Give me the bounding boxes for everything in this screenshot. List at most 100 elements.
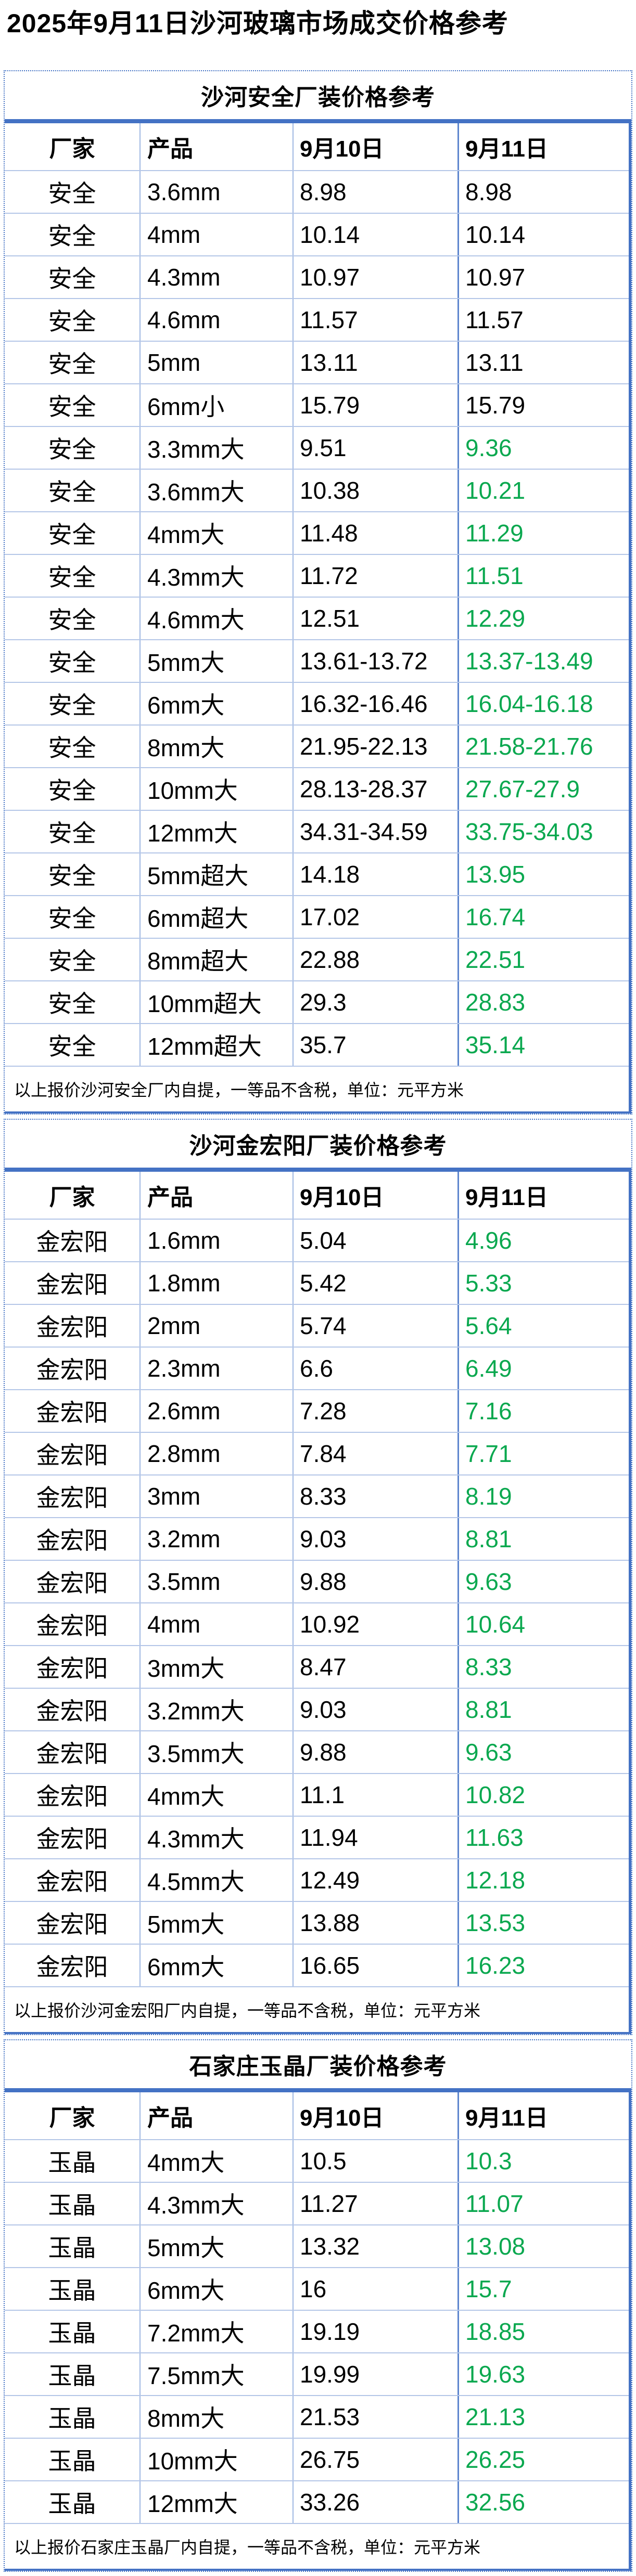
cell-price-0910: 8.33 (294, 1475, 459, 1517)
cell-price-0911: 16.23 (465, 1951, 526, 1979)
cell-product: 3.6mm (141, 171, 294, 213)
cell-price-0910: 11.72 (294, 554, 459, 597)
cell-price-0911: 16.74 (465, 903, 526, 930)
cell-product: 3.2mm大 (141, 1688, 294, 1730)
cell-product: 1.6mm (141, 1219, 294, 1261)
table-row: 安全 3.6mm大 10.38 10.21 (5, 468, 629, 511)
cell-price-0910: 10.5 (294, 2140, 459, 2182)
table-row: 安全 5mm超大 14.18 13.95 (5, 852, 629, 895)
table-row: 安全 5mm大 13.61-13.72 13.37-13.49 (5, 639, 629, 682)
cell-price-0911: 15.79 (465, 391, 526, 419)
table-row: 金宏阳 5mm大 13.88 13.53 (5, 1900, 629, 1944)
cell-price-0910: 16.65 (294, 1944, 459, 1986)
cell-product: 12mm大 (141, 810, 294, 852)
table-row: 金宏阳 3mm 8.33 8.19 (5, 1474, 629, 1517)
cell-product: 4mm大 (141, 512, 294, 554)
cell-price-0910: 13.88 (294, 1901, 459, 1944)
cell-price-0911: 5.64 (465, 1312, 512, 1339)
cell-price-0910: 11.94 (294, 1816, 459, 1858)
cell-price-0910: 13.32 (294, 2225, 459, 2267)
cell-price-0910: 13.61-13.72 (294, 640, 459, 682)
cell-product: 2.6mm (141, 1390, 294, 1432)
table-note: 以上报价沙河安全厂内自提，一等品不含税，单位：元平方米 (5, 1065, 629, 1111)
cell-price-0911: 9.36 (465, 434, 512, 461)
cell-product: 4.6mm (141, 299, 294, 341)
cell-product: 12mm超大 (141, 1024, 294, 1066)
cell-product: 3.5mm大 (141, 1731, 294, 1773)
cell-price-0910: 11.1 (294, 1774, 459, 1816)
cell-product: 5mm (141, 341, 294, 383)
cell-product: 10mm大 (141, 2438, 294, 2480)
cell-product: 4.3mm大 (141, 554, 294, 597)
table-header-row: 厂家 产品 9月10日 9月11日 (5, 123, 629, 170)
accent-bar (5, 2088, 631, 2092)
cell-factory: 安全 (5, 597, 141, 639)
cell-price-0911: 8.81 (465, 1695, 512, 1723)
cell-factory: 安全 (5, 1024, 141, 1066)
cell-factory: 金宏阳 (5, 1432, 141, 1474)
cell-product: 4mm大 (141, 1774, 294, 1816)
cell-factory: 安全 (5, 213, 141, 255)
cell-price-0911: 4.96 (465, 1226, 512, 1254)
cell-factory: 金宏阳 (5, 1347, 141, 1389)
cell-price-0910: 19.19 (294, 2310, 459, 2352)
cell-product: 8mm大 (141, 2396, 294, 2438)
col-header-date-0911: 9月11日 (465, 136, 548, 162)
table-row: 安全 8mm大 21.95-22.13 21.58-21.76 (5, 724, 629, 767)
cell-factory: 玉晶 (5, 2268, 141, 2310)
cell-factory: 玉晶 (5, 2310, 141, 2352)
cell-product: 3mm大 (141, 1646, 294, 1688)
cell-product: 4mm (141, 1603, 294, 1645)
table-row: 安全 3.6mm 8.98 8.98 (5, 170, 629, 213)
cell-price-0910: 11.48 (294, 512, 459, 554)
cell-price-0910: 8.98 (294, 171, 459, 213)
cell-factory: 安全 (5, 426, 141, 469)
price-table-section: 沙河安全厂装价格参考 厂家 产品 9月10日 9月11日 安全 3.6mm 8.98… (4, 70, 632, 1115)
cell-product: 6mm小 (141, 384, 294, 426)
table-row: 安全 6mm大 16.32-16.46 16.04-16.18 (5, 681, 629, 724)
table-row: 金宏阳 1.8mm 5.42 5.33 (5, 1261, 629, 1304)
cell-price-0910: 9.03 (294, 1518, 459, 1560)
cell-factory: 金宏阳 (5, 1560, 141, 1602)
cell-factory: 金宏阳 (5, 1774, 141, 1816)
table-row: 安全 4.6mm大 12.51 12.29 (5, 596, 629, 639)
cell-price-0910: 8.47 (294, 1646, 459, 1688)
cell-factory: 安全 (5, 341, 141, 383)
table-row: 玉晶 6mm大 16 15.7 (5, 2267, 629, 2310)
cell-price-0910: 7.28 (294, 1390, 459, 1432)
table-row: 金宏阳 1.6mm 5.04 4.96 (5, 1218, 629, 1261)
col-header-date-0911: 9月11日 (465, 1184, 548, 1210)
cell-price-0911: 35.14 (465, 1031, 526, 1058)
cell-factory: 安全 (5, 554, 141, 597)
cell-product: 4.3mm (141, 256, 294, 298)
cell-price-0911: 13.53 (465, 1909, 526, 1936)
cell-price-0911: 11.51 (465, 562, 524, 589)
table-row: 金宏阳 3.2mm大 9.03 8.81 (5, 1687, 629, 1730)
cell-factory: 安全 (5, 938, 141, 980)
cell-factory: 玉晶 (5, 2353, 141, 2395)
table-row: 安全 3.3mm大 9.51 9.36 (5, 425, 629, 469)
cell-factory: 安全 (5, 810, 141, 852)
cell-price-0911: 18.85 (465, 2318, 526, 2345)
cell-factory: 玉晶 (5, 2225, 141, 2267)
table-row: 玉晶 10mm大 26.75 26.25 (5, 2437, 629, 2480)
cell-price-0910: 9.88 (294, 1560, 459, 1602)
cell-product: 3.6mm大 (141, 469, 294, 511)
table-row: 玉晶 4mm大 10.5 10.3 (5, 2139, 629, 2182)
accent-bar (5, 1167, 631, 1172)
cell-price-0910: 6.6 (294, 1347, 459, 1389)
cell-price-0910: 22.88 (294, 938, 459, 980)
cell-price-0911: 11.07 (465, 2190, 524, 2217)
cell-factory: 玉晶 (5, 2396, 141, 2438)
cell-price-0910: 5.42 (294, 1262, 459, 1304)
cell-factory: 安全 (5, 682, 141, 724)
cell-price-0910: 10.14 (294, 213, 459, 255)
cell-factory: 金宏阳 (5, 1304, 141, 1347)
cell-factory: 金宏阳 (5, 1944, 141, 1986)
cell-price-0911: 13.08 (465, 2232, 526, 2260)
cell-factory: 安全 (5, 256, 141, 298)
cell-price-0910: 9.03 (294, 1688, 459, 1730)
cell-price-0911: 9.63 (465, 1738, 512, 1766)
cell-price-0911: 26.25 (465, 2445, 526, 2473)
cell-price-0910: 14.18 (294, 853, 459, 895)
